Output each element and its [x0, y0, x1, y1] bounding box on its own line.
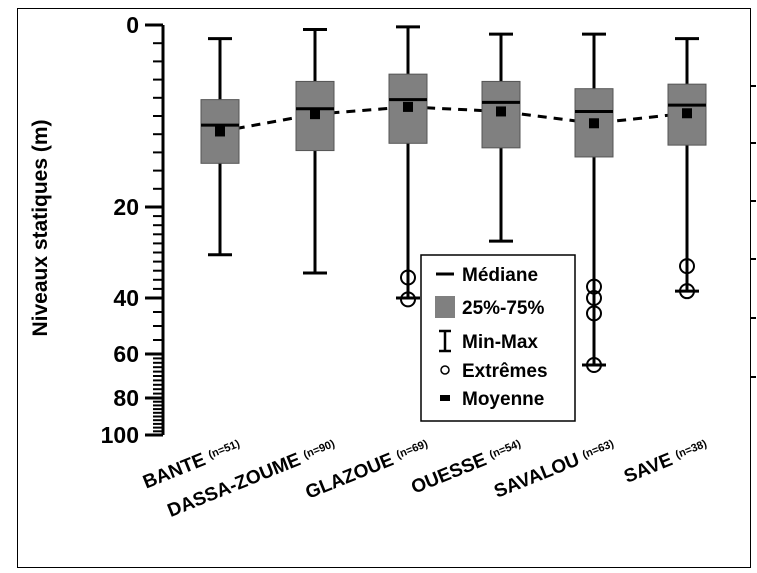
- boxes-layer: [200, 25, 707, 373]
- y-tick-label: 80: [113, 385, 139, 411]
- outlier-point: [400, 291, 416, 308]
- legend-label: Moyenne: [462, 389, 544, 410]
- x-tick-label-count: (n=90): [302, 438, 337, 462]
- mean-marker: [310, 109, 320, 120]
- y-axis: 0 20 40 60 80 100: [101, 12, 165, 448]
- box-group-dassa-zoume: [295, 28, 335, 275]
- legend-outlier-symbol: [440, 365, 450, 375]
- mean-marker: [496, 106, 506, 117]
- outlier-point: [586, 278, 602, 295]
- x-tick-label: SAVE (n=38): [621, 435, 711, 488]
- outlier-point: [679, 283, 695, 300]
- x-tick-label-count: (n=63): [581, 438, 616, 462]
- x-tick-label-count: (n=51): [207, 438, 242, 462]
- x-tick-label: DASSA-ZOUME (n=90): [165, 435, 340, 522]
- x-tick-label-name: OUESSE: [408, 447, 494, 498]
- y-axis-title: Niveaux statiques (m): [29, 119, 52, 336]
- x-axis-labels: BANTE (n=51)DASSA-ZOUME (n=90)GLAZOUE (n…: [140, 435, 711, 522]
- x-tick-label-count: (n=54): [488, 438, 523, 462]
- box-group-bante: [200, 37, 240, 257]
- legend-label: Min-Max: [462, 332, 538, 353]
- iqr-box: [200, 99, 240, 164]
- box-group-savalou: [574, 32, 614, 373]
- outlier-point: [586, 357, 602, 373]
- legend: Médiane 25%-75% Min-Max Extrêmes Moyenne: [420, 254, 576, 422]
- y-tick-label: 20: [113, 194, 139, 220]
- legend-box-symbol: [435, 296, 455, 318]
- legend-mean-symbol: [440, 395, 450, 401]
- x-tick-label-count: (n=69): [395, 438, 430, 462]
- chart-frame: [17, 8, 751, 568]
- right-axis-ticks: [751, 85, 756, 378]
- mean-dashed-line: [219, 105, 688, 133]
- x-tick-label-name: SAVE: [621, 447, 680, 487]
- y-tick-label: 0: [126, 12, 139, 38]
- legend-label: Extrêmes: [462, 361, 548, 382]
- legend-box: [420, 254, 576, 422]
- outlier-point: [679, 258, 695, 275]
- y-tick-label: 40: [113, 285, 139, 311]
- legend-label: Médiane: [462, 265, 538, 286]
- box-group-ouesse: [481, 32, 521, 243]
- outlier-point: [586, 305, 602, 322]
- mean-marker: [682, 108, 692, 119]
- iqr-box: [481, 80, 521, 149]
- y-tick-label: 60: [113, 341, 139, 367]
- x-tick-label-count: (n=38): [674, 438, 709, 462]
- legend-label: 25%-75%: [462, 298, 544, 319]
- mean-trend-line: [219, 105, 688, 133]
- box-group-save: [667, 37, 707, 300]
- y-tick-label: 100: [101, 422, 139, 448]
- mean-marker: [403, 101, 413, 112]
- outlier-point: [586, 290, 602, 306]
- mean-marker: [589, 118, 599, 129]
- mean-marker: [215, 126, 225, 137]
- outlier-point: [400, 269, 416, 286]
